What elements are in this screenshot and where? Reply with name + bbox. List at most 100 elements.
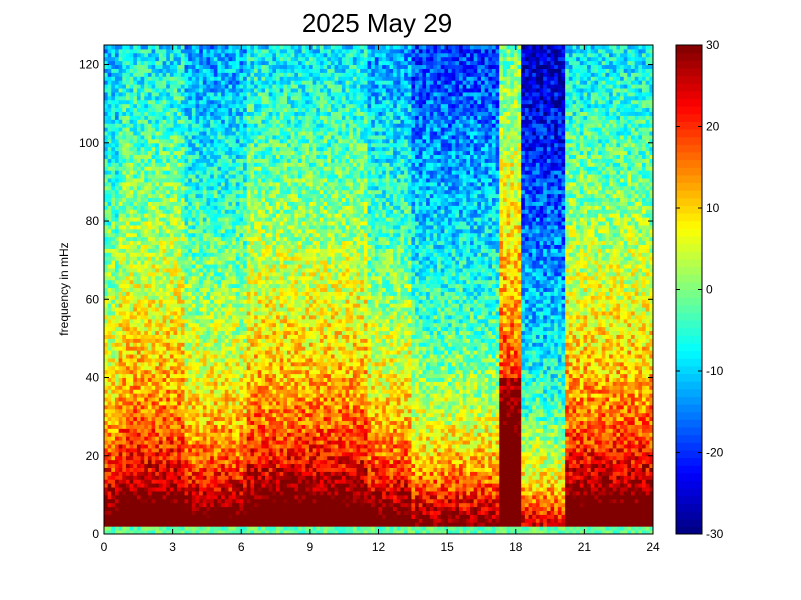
heatmap-cell xyxy=(199,185,204,191)
heatmap-cell xyxy=(129,455,134,461)
heatmap-cell xyxy=(177,420,182,425)
heatmap-cell xyxy=(191,162,196,167)
heatmap-cell xyxy=(122,91,127,97)
heatmap-cell xyxy=(129,283,134,289)
heatmap-cell xyxy=(151,361,156,367)
heatmap-cell xyxy=(122,350,127,355)
heatmap-cell xyxy=(206,197,211,202)
heatmap-cell xyxy=(118,146,123,152)
heatmap-cell xyxy=(114,463,120,468)
heatmap-cell xyxy=(217,420,222,425)
heatmap-cell xyxy=(217,201,222,206)
heatmap-cell xyxy=(125,267,131,273)
heatmap-cell xyxy=(180,490,186,496)
heatmap-cell xyxy=(107,80,112,85)
heatmap-cell xyxy=(133,373,138,379)
heatmap-cell xyxy=(199,60,204,66)
heatmap-cell xyxy=(180,514,186,519)
heatmap-cell xyxy=(140,526,145,531)
heatmap-cell xyxy=(221,447,226,453)
heatmap-cell xyxy=(177,455,182,461)
heatmap-cell xyxy=(107,264,112,269)
heatmap-cell xyxy=(202,80,207,85)
heatmap-cell xyxy=(125,483,131,488)
heatmap-cell xyxy=(195,526,200,531)
heatmap-cell xyxy=(122,221,127,226)
heatmap-cell xyxy=(177,299,182,304)
heatmap-cell xyxy=(147,217,153,222)
heatmap-cell xyxy=(107,60,112,66)
heatmap-cell xyxy=(162,91,167,97)
heatmap-cell xyxy=(111,295,116,300)
heatmap-cell xyxy=(195,510,200,515)
heatmap-cell xyxy=(180,275,186,281)
heatmap-cell xyxy=(213,514,218,519)
heatmap-cell xyxy=(104,119,109,124)
heatmap-cell xyxy=(107,526,112,531)
heatmap-cell xyxy=(188,420,193,425)
heatmap-cell xyxy=(104,64,109,69)
heatmap-cell xyxy=(206,291,211,296)
heatmap-cell xyxy=(147,303,153,308)
heatmap-cell xyxy=(173,494,178,500)
heatmap-cell xyxy=(217,68,222,73)
heatmap-cell xyxy=(224,174,229,179)
heatmap-cell xyxy=(136,158,142,163)
heatmap-cell xyxy=(243,60,248,66)
heatmap-cell xyxy=(133,487,138,492)
heatmap-cell xyxy=(188,111,193,116)
heatmap-cell xyxy=(180,303,186,308)
heatmap-cell xyxy=(213,393,218,398)
heatmap-cell xyxy=(195,205,200,210)
heatmap-cell xyxy=(246,350,251,355)
heatmap-cell xyxy=(125,514,131,519)
heatmap-cell xyxy=(147,279,153,285)
heatmap-cell xyxy=(155,432,160,437)
heatmap-cell xyxy=(118,170,123,175)
heatmap-cell xyxy=(228,483,233,488)
heatmap-cell xyxy=(191,154,196,159)
heatmap-cell xyxy=(144,487,149,492)
heatmap-cell xyxy=(228,424,233,429)
heatmap-cell xyxy=(191,361,196,367)
heatmap-cell xyxy=(239,221,244,226)
heatmap-cell xyxy=(158,95,164,101)
heatmap-cell xyxy=(169,48,175,54)
heatmap-cell xyxy=(133,326,138,332)
heatmap-cell xyxy=(228,119,233,124)
heatmap-cell xyxy=(107,131,112,136)
heatmap-cell xyxy=(202,334,207,339)
heatmap-cell xyxy=(210,526,215,531)
heatmap-cell xyxy=(228,361,233,367)
heatmap-cell xyxy=(235,514,240,519)
heatmap-cell xyxy=(206,232,211,238)
heatmap-cell xyxy=(166,271,171,277)
heatmap-cell xyxy=(136,127,142,132)
heatmap-cell xyxy=(169,271,175,277)
heatmap-cell xyxy=(169,146,175,152)
heatmap-cell xyxy=(133,338,138,343)
heatmap-cell xyxy=(162,467,167,472)
heatmap-cell xyxy=(246,236,251,242)
heatmap-cell xyxy=(239,311,244,316)
heatmap-cell xyxy=(202,189,207,195)
heatmap-cell xyxy=(114,162,120,167)
heatmap-cell xyxy=(202,361,207,367)
heatmap-cell xyxy=(104,45,109,50)
heatmap-cell xyxy=(221,123,226,128)
heatmap-cell xyxy=(151,314,156,320)
heatmap-cell xyxy=(122,60,127,66)
heatmap-cell xyxy=(114,142,120,148)
heatmap-cell xyxy=(155,416,160,422)
heatmap-cell xyxy=(162,342,167,347)
heatmap-cell xyxy=(184,467,189,472)
heatmap-cell xyxy=(118,217,123,222)
heatmap-cell xyxy=(144,526,149,531)
heatmap-cell xyxy=(155,209,160,214)
heatmap-cell xyxy=(228,494,233,500)
heatmap-cell xyxy=(122,166,127,171)
heatmap-cell xyxy=(213,236,218,242)
heatmap-cell xyxy=(169,193,175,199)
heatmap-cell xyxy=(173,428,178,433)
heatmap-cell xyxy=(206,526,211,531)
